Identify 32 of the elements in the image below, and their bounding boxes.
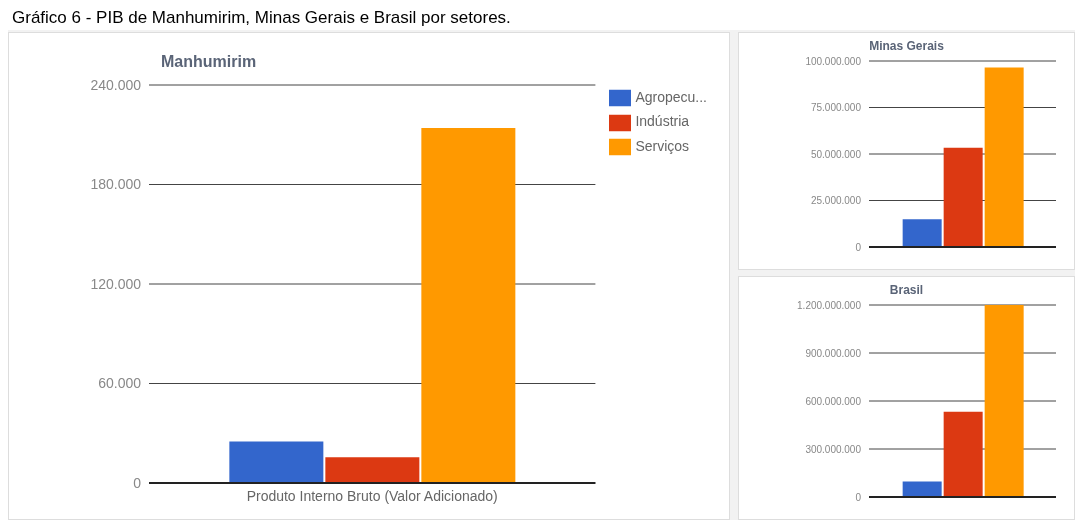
y-tick-label: 900.000.000 (805, 347, 862, 359)
y-tick-label: 240.000 (90, 76, 142, 93)
bar (902, 481, 942, 497)
y-tick-label: 1.200.000.000 (797, 299, 862, 311)
y-tick-label: 0 (855, 241, 862, 253)
y-tick-label: 100.000.000 (805, 55, 862, 67)
y-tick-label: 120.000 (90, 275, 142, 292)
bar (984, 305, 1024, 497)
chart-title: Manhumirim (161, 53, 257, 71)
bar (325, 457, 420, 483)
bar (902, 219, 942, 247)
legend-label: Agropecu... (635, 89, 707, 105)
y-tick-label: 600.000.000 (805, 395, 862, 407)
bar (229, 441, 324, 483)
x-tick-label: Produto Interno Bruto (Valor Adicionado) (246, 487, 498, 504)
bar (421, 128, 516, 483)
y-tick-label: 75.000.000 (810, 102, 862, 114)
bar (943, 147, 983, 247)
y-tick-label: 60.000 (98, 375, 142, 392)
y-tick-label: 50.000.000 (810, 148, 862, 160)
chart-title: Minas Gerais (868, 39, 945, 53)
y-tick-label: 300.000.000 (805, 443, 862, 455)
text: Gráfico 6 - PIB de Manhumirim, Minas Gerais e Brasil por setores. (12, 8, 511, 27)
y-tick-label: 0 (855, 491, 862, 503)
legend-label: Indústria (635, 113, 690, 130)
y-tick-label: 25.000.000 (810, 195, 862, 207)
y-tick-label: 0 (133, 474, 142, 491)
y-tick-label: 180.000 (90, 176, 142, 193)
bar (943, 411, 983, 497)
bar (984, 67, 1024, 247)
legend-label: Serviços (635, 137, 690, 154)
chart-title: Brasil (888, 283, 925, 297)
